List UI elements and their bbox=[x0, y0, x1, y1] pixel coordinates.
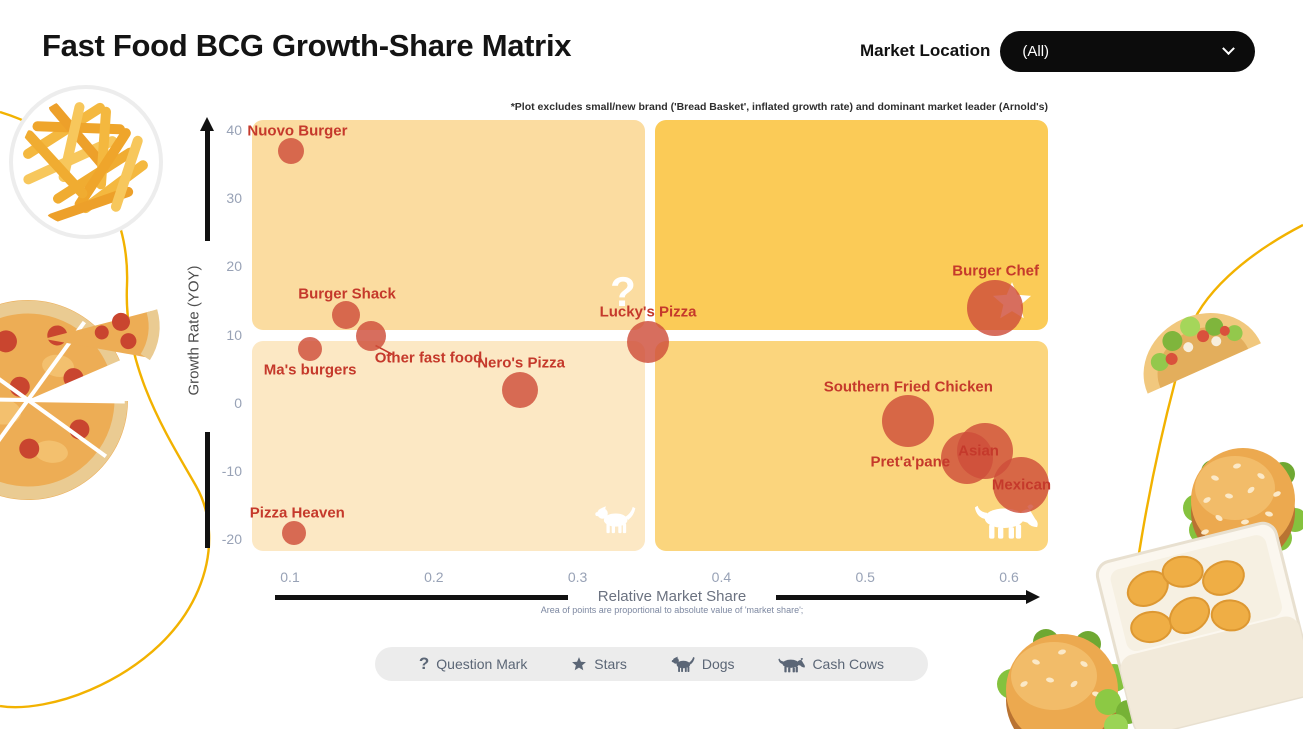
point-pizza-heaven[interactable] bbox=[282, 521, 307, 546]
point-burger-chef[interactable] bbox=[966, 280, 1023, 337]
point-other-fast-food[interactable] bbox=[355, 320, 386, 351]
x-tick-label: 0.2 bbox=[424, 569, 444, 585]
dog-icon bbox=[671, 656, 695, 673]
x-axis-line-right bbox=[776, 595, 1028, 600]
market-location-select[interactable]: (All) bbox=[1000, 30, 1255, 72]
taco-image bbox=[1143, 313, 1261, 394]
point-label-nero-s-pizza: Nero's Pizza bbox=[477, 354, 565, 372]
selected-value: (All) bbox=[1022, 42, 1050, 60]
x-axis-arrowhead bbox=[1026, 590, 1040, 604]
y-tick-label: 30 bbox=[226, 190, 242, 207]
quadrant-question-mark bbox=[252, 120, 645, 330]
chevron-down-icon bbox=[1222, 41, 1235, 55]
pizza-image bbox=[0, 300, 160, 500]
fries-image bbox=[9, 85, 163, 239]
x-tick-label: 0.4 bbox=[711, 569, 732, 585]
x-tick-label: 0.6 bbox=[999, 569, 1019, 585]
y-axis-line-top bbox=[205, 129, 210, 241]
y-tick-label: 20 bbox=[226, 258, 242, 275]
point-label-burger-chef: Burger Chef bbox=[952, 262, 1039, 280]
filter-label: Market Location bbox=[860, 41, 991, 60]
point-lucky-s-pizza[interactable] bbox=[627, 321, 670, 364]
y-tick-label: 0 bbox=[234, 394, 242, 411]
point-label-other-fast-food: Other fast food bbox=[374, 349, 483, 366]
x-axis-title: Relative Market Share bbox=[597, 588, 747, 605]
x-tick-label: 0.3 bbox=[567, 569, 588, 585]
x-tick-label: 0.1 bbox=[280, 569, 300, 585]
lettuce-image bbox=[1095, 689, 1140, 729]
question-mark-icon: ? bbox=[610, 268, 636, 315]
point-label-nuovo-burger: Nuovo Burger bbox=[247, 122, 348, 140]
nuggets-image bbox=[1095, 521, 1303, 729]
y-tick-label: -20 bbox=[221, 531, 242, 547]
legend-item-question-mark[interactable]: ? Question Mark bbox=[419, 654, 527, 674]
question-mark-icon: ? bbox=[418, 654, 430, 673]
y-tick-label: -10 bbox=[221, 462, 242, 479]
legend-label: Stars bbox=[594, 656, 627, 672]
y-tick-label: 10 bbox=[226, 326, 242, 343]
point-label-ma-s-burgers: Ma's burgers bbox=[263, 361, 357, 379]
legend-item-cash-cows[interactable]: Cash Cows bbox=[778, 656, 884, 673]
quadrant-legend: ? Question Mark Stars Dogs Cash Cows bbox=[375, 647, 928, 681]
y-axis-line-bottom bbox=[205, 432, 210, 548]
legend-label: Question Mark bbox=[436, 656, 528, 672]
point-label-pret-a-pane: Pret'a'pane bbox=[870, 453, 951, 471]
point-label-asian: Asian bbox=[958, 442, 999, 460]
point-label-burger-shack: Burger Shack bbox=[298, 285, 396, 303]
star-icon bbox=[571, 656, 587, 672]
point-label-lucky-s-pizza: Lucky's Pizza bbox=[599, 303, 697, 321]
dog-icon bbox=[594, 503, 636, 537]
exclusion-note: *Plot excludes small/new brand ('Bread B… bbox=[510, 101, 1048, 113]
y-axis-arrowhead bbox=[200, 117, 214, 131]
point-label-pizza-heaven: Pizza Heaven bbox=[249, 504, 345, 522]
point-ma-s-burgers[interactable] bbox=[298, 337, 323, 362]
point-nuovo-burger[interactable] bbox=[278, 138, 305, 165]
quadrant-dogs bbox=[252, 341, 645, 551]
x-tick-label: 0.5 bbox=[855, 569, 875, 585]
pizza-slice-image bbox=[43, 309, 160, 361]
cow-icon bbox=[778, 656, 805, 673]
point-label-southern-fried-chicken: Southern Fried Chicken bbox=[823, 378, 993, 396]
burger-image-bottom bbox=[997, 629, 1128, 729]
point-nero-s-pizza[interactable] bbox=[502, 372, 539, 409]
y-tick-label: 40 bbox=[226, 122, 242, 138]
point-size-note: Area of points are proportional to absol… bbox=[540, 605, 804, 615]
point-mexican[interactable] bbox=[992, 457, 1049, 514]
point-label-mexican: Mexican bbox=[991, 476, 1052, 494]
legend-item-stars[interactable]: Stars bbox=[571, 656, 627, 672]
page-title: Fast Food BCG Growth-Share Matrix bbox=[42, 28, 572, 63]
legend-label: Dogs bbox=[701, 656, 735, 672]
legend-label: Cash Cows bbox=[812, 656, 885, 672]
x-axis-line-left bbox=[275, 595, 568, 600]
point-southern-fried-chicken[interactable] bbox=[882, 394, 935, 447]
point-burger-shack[interactable] bbox=[332, 301, 361, 330]
legend-item-dogs[interactable]: Dogs bbox=[671, 656, 735, 673]
